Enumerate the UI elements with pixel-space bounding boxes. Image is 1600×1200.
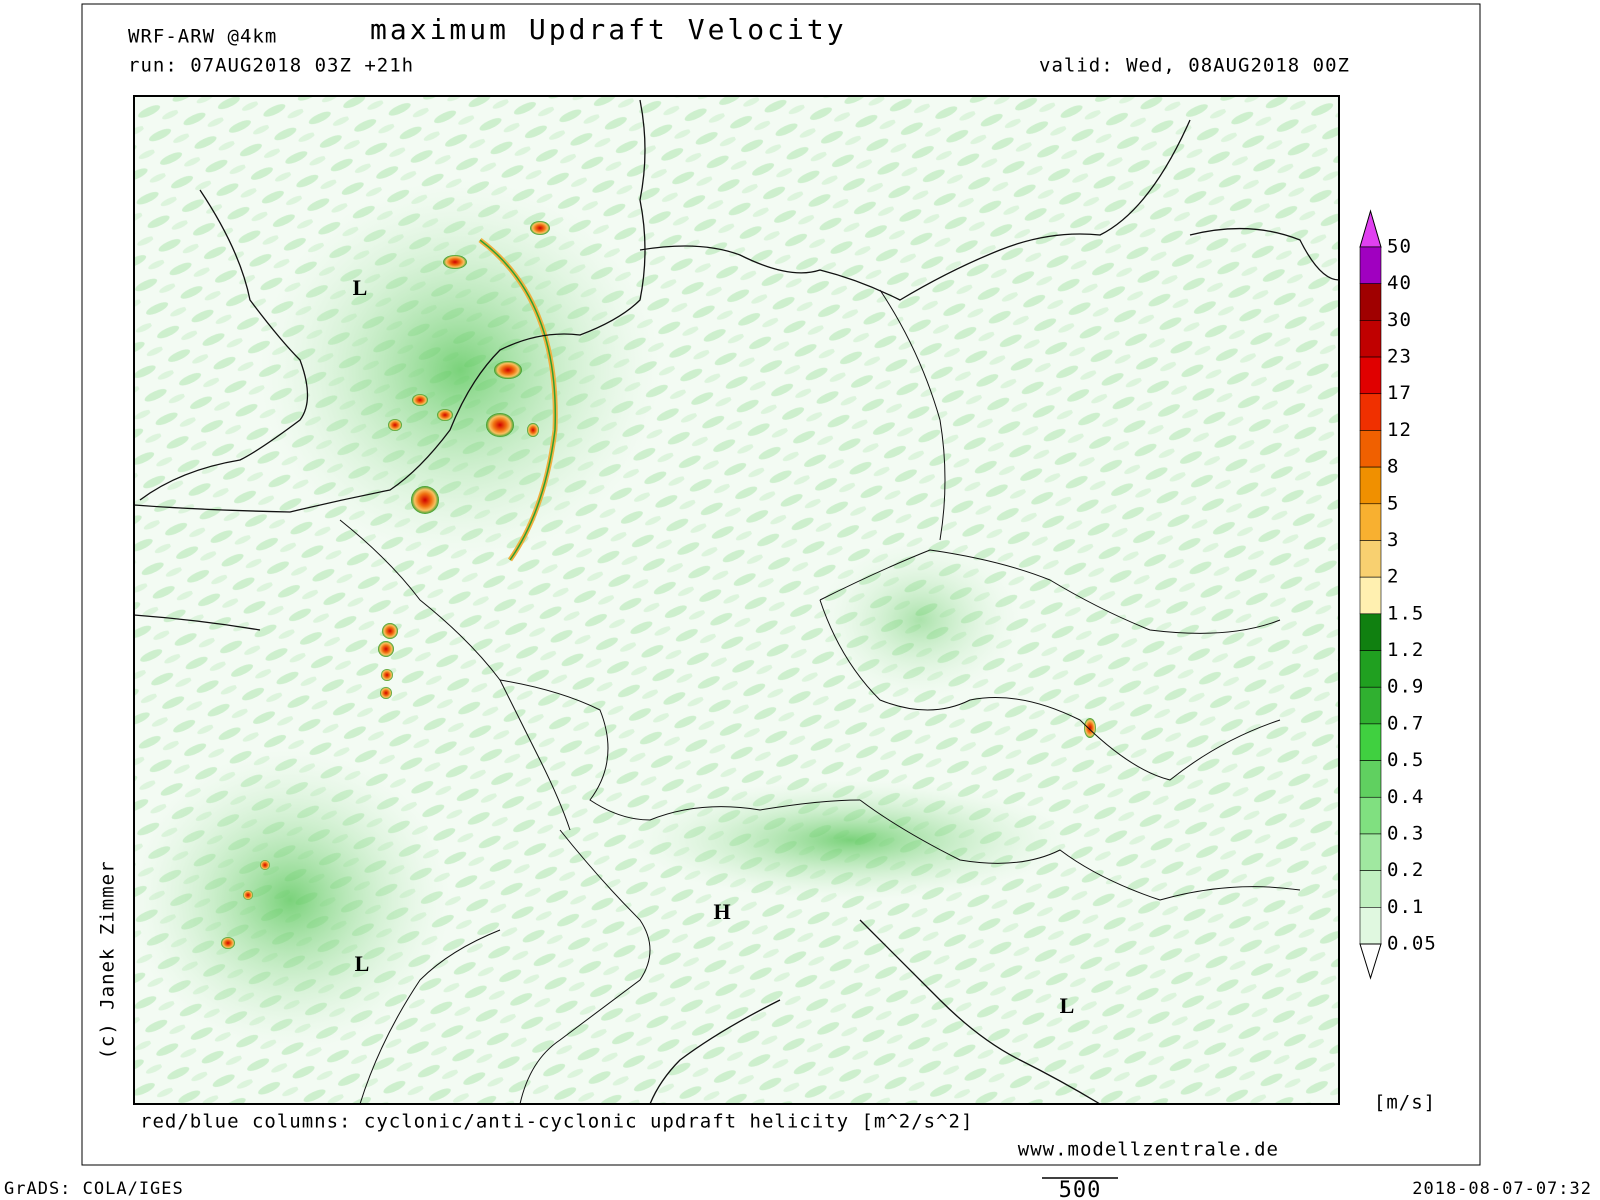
colorbar-label: 0.5 xyxy=(1387,749,1424,771)
colorbar-label: 23 xyxy=(1387,346,1412,368)
unit-label: [m/s] xyxy=(1374,1092,1436,1114)
software: GrADS: COLA/IGES xyxy=(4,1179,184,1199)
colorbar-label: 50 xyxy=(1387,236,1412,258)
colorbar-swatch xyxy=(1359,686,1382,725)
colorbar-swatch xyxy=(1359,760,1382,798)
colorbar-label: 2 xyxy=(1387,566,1399,588)
pressure-label: L xyxy=(353,275,368,300)
colorbar-swatch xyxy=(1359,430,1382,468)
colorbar-swatch xyxy=(1359,870,1382,908)
colorbar-label: 40 xyxy=(1387,272,1412,294)
colorbar-swatch xyxy=(1359,393,1382,431)
website: www.modellzentrale.de xyxy=(1018,1139,1279,1161)
colorbar-swatch xyxy=(1359,246,1382,284)
timestamp: 2018-08-07-07:32 xyxy=(1412,1179,1592,1199)
colorbar-label: 12 xyxy=(1387,419,1412,441)
colorbar-swatch xyxy=(1359,576,1382,615)
colorbar-label: 17 xyxy=(1387,382,1412,404)
colorbar-label: 0.7 xyxy=(1387,712,1424,734)
field-blob xyxy=(260,180,660,560)
colorbar-swatch xyxy=(1359,320,1382,358)
footnote: red/blue columns: cyclonic/anti-cyclonic… xyxy=(140,1111,973,1133)
colorbar-label: 0.1 xyxy=(1387,896,1424,918)
coastlines xyxy=(134,99,1339,1104)
map-border xyxy=(133,95,1340,1105)
colorbar-label: 3 xyxy=(1387,529,1399,551)
colorbar-arrow xyxy=(1359,943,1382,980)
field-blob xyxy=(630,780,1070,900)
colorbar-swatch xyxy=(1359,283,1382,321)
colorbar-label: 1.2 xyxy=(1387,639,1424,661)
colorbar-label: 5 xyxy=(1387,492,1399,514)
colorbar-swatch xyxy=(1359,833,1382,871)
copyright: (c) Janek Zimmer xyxy=(97,860,119,1059)
colorbar-label: 1.5 xyxy=(1387,602,1424,624)
pressure-label: H xyxy=(713,899,730,924)
pressure-label: L xyxy=(355,951,370,976)
borders xyxy=(339,289,1301,1104)
title: maximum Updraft Velocity xyxy=(370,13,847,46)
scale-label: 500 xyxy=(1059,1178,1102,1200)
colorbar-label: 30 xyxy=(1387,309,1412,331)
storm-cells xyxy=(221,221,1096,949)
colorbar-swatch xyxy=(1359,356,1382,395)
colorbar-label: 0.4 xyxy=(1387,786,1424,808)
map: L L H L xyxy=(134,96,1339,1104)
colorbar-swatch xyxy=(1359,503,1382,541)
field-blob xyxy=(134,750,450,1050)
field-blob xyxy=(820,540,1020,700)
squall-line xyxy=(479,239,557,561)
colorbar-swatch xyxy=(1359,907,1382,945)
colorbar-swatch xyxy=(1359,796,1382,835)
colorbar: 50 40 30 23 17 12 8 5 3 2 1.5 1.2 0.9 0.7 0.5 0.4 0.3 0.2… xyxy=(1359,209,1437,980)
colorbar-swatch xyxy=(1359,650,1382,688)
colorbar-swatch xyxy=(1359,540,1382,578)
run-label: run: 07AUG2018 03Z +21h xyxy=(128,55,414,77)
valid-label: valid: Wed, 08AUG2018 00Z xyxy=(1039,55,1350,77)
model-label: WRF-ARW @4km xyxy=(128,26,277,48)
pressure-label: L xyxy=(1060,993,1075,1018)
colorbar-label: 0.9 xyxy=(1387,676,1424,698)
colorbar-label: 0.05 xyxy=(1387,933,1437,955)
colorbar-label: 0.3 xyxy=(1387,822,1424,844)
colorbar-label: 0.2 xyxy=(1387,859,1424,881)
colorbar-swatch xyxy=(1359,466,1382,505)
colorbar-label: 8 xyxy=(1387,456,1399,478)
colorbar-swatch xyxy=(1359,723,1382,761)
colorbar-swatch xyxy=(1359,613,1382,651)
